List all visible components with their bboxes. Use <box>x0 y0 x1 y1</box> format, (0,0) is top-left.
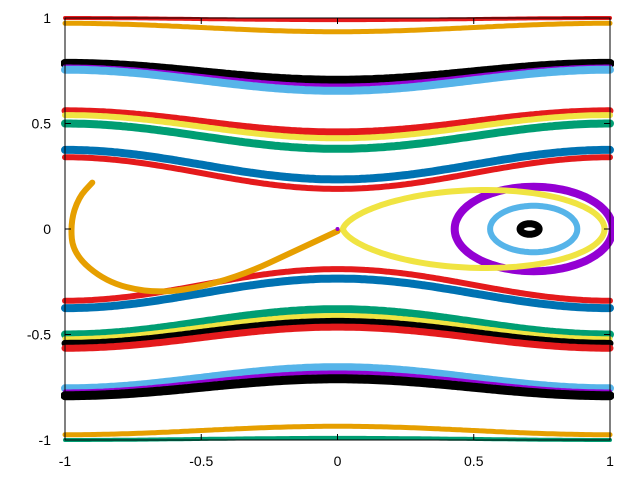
y-tick-label: 0 <box>43 221 51 237</box>
trajectory-wave-1 <box>62 20 613 35</box>
trajectory-wave-2 <box>61 58 614 85</box>
trajectory-wave-15 <box>61 323 614 352</box>
y-tick-label: 1 <box>43 10 51 26</box>
trajectory-wave-18 <box>61 374 614 401</box>
trajectory-wave-13 <box>62 313 613 342</box>
trajectory-wave-7 <box>61 119 614 153</box>
trajectory-wave-16 <box>61 363 614 393</box>
x-tick-label: 0 <box>334 453 342 469</box>
trajectory-wave-9 <box>62 154 613 192</box>
trajectory-wave-17 <box>63 370 612 394</box>
x-tick-label: -1 <box>59 453 72 469</box>
trajectory-orbit-23 <box>450 182 614 276</box>
x-tick-label: 0.5 <box>464 453 484 469</box>
trajectory-orbit-21 <box>516 220 543 238</box>
trajectory-wave-12 <box>61 305 614 339</box>
origin-marker <box>335 227 340 231</box>
trajectory-wave-19 <box>62 423 613 438</box>
y-tick-label: -1 <box>39 432 52 448</box>
x-tick-label: 1 <box>606 453 614 469</box>
trajectory-orbit-22 <box>487 202 581 256</box>
x-tick-label: -0.5 <box>189 453 213 469</box>
trajectory-wave-4 <box>61 65 614 95</box>
trajectory-wave-6 <box>62 112 613 142</box>
y-tick-label: 0.5 <box>32 116 52 132</box>
homoclinic-curve <box>68 179 341 295</box>
y-tick-label: -0.5 <box>27 327 51 343</box>
trajectory-wave-11 <box>61 274 614 313</box>
trajectory-wave-8 <box>61 145 614 184</box>
trajectory-wave-14 <box>61 317 614 347</box>
trajectory-wave-5 <box>61 107 614 136</box>
